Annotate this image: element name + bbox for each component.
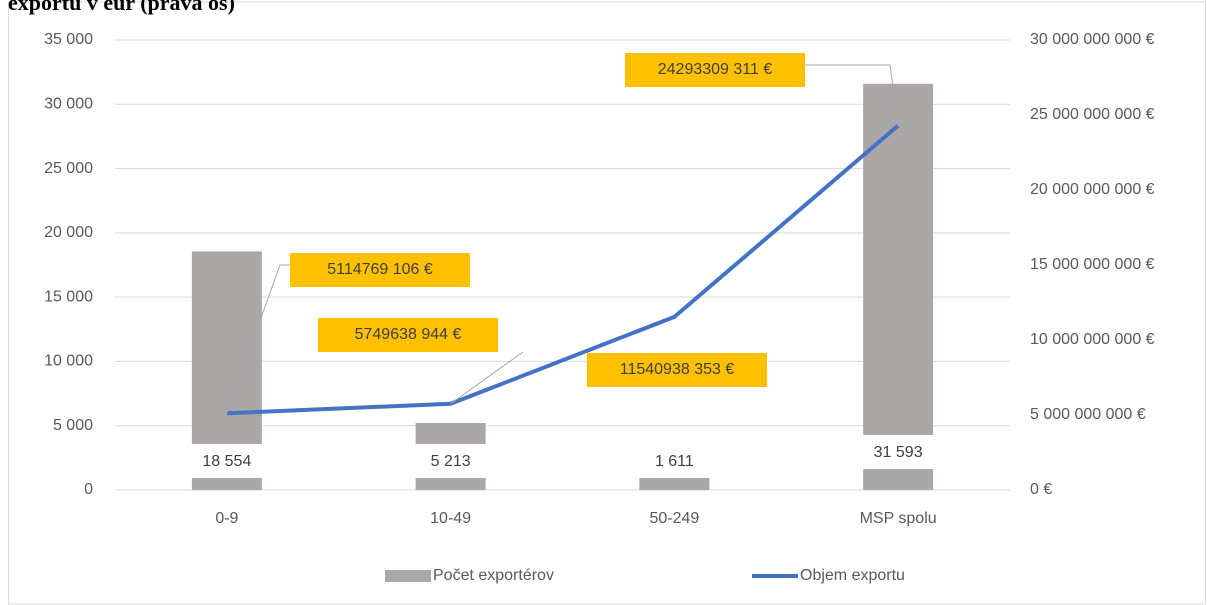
leader-line	[805, 64, 899, 126]
y-tick-label: 15 000	[44, 288, 93, 305]
bar-label-bg	[628, 444, 721, 478]
legend-label: Objem exportu	[800, 567, 905, 584]
value-label-bg	[587, 353, 767, 387]
value-label-bg	[290, 253, 470, 287]
y-tick-label: 0	[84, 481, 93, 498]
y-tick-label: 10 000	[44, 353, 93, 370]
y2-tick-label: 10 000 000 000 €	[1030, 331, 1155, 348]
y2-tick-label: 25 000 000 000 €	[1030, 106, 1155, 123]
bar-label-bg	[852, 435, 945, 469]
chart-title: exportu v eur (pravá os)	[8, 0, 235, 15]
y-tick-label: 35 000	[44, 31, 93, 48]
value-label: 24293309 311 €	[658, 61, 773, 78]
bar-label: 1 611	[655, 453, 694, 470]
y2-tick-label: 30 000 000 000 €	[1030, 31, 1155, 48]
bar-label: 5 213	[431, 453, 471, 470]
bar-label-bg	[180, 444, 273, 478]
legend-label: Počet exportérov	[433, 567, 554, 584]
chart-border	[8, 1, 1206, 605]
y-tick-label: 20 000	[44, 224, 93, 241]
line	[226, 124, 900, 416]
value-label-bg	[318, 318, 498, 352]
value-label: 5749638 944 €	[355, 326, 462, 343]
x-tick-label: 50-249	[649, 510, 699, 527]
y-tick-label: 5 000	[53, 417, 93, 434]
bar-label-bg	[404, 444, 497, 478]
value-label-bg	[625, 53, 805, 87]
value-label: 5114769 106 €	[327, 261, 433, 278]
y2-tick-label: 20 000 000 000 €	[1030, 181, 1155, 198]
x-tick-label: MSP spolu	[860, 510, 937, 527]
value-label: 11540938 353 €	[620, 361, 735, 378]
x-tick-label: 10-49	[430, 510, 471, 527]
y2-tick-label: 15 000 000 000 €	[1030, 256, 1155, 273]
bar-label: 31 593	[874, 444, 923, 461]
legend-swatch	[385, 570, 431, 582]
leader-line	[450, 351, 524, 405]
y-tick-label: 25 000	[44, 160, 93, 177]
bar	[863, 83, 934, 490]
bar-label: 18 554	[202, 453, 251, 470]
y2-tick-label: 0 €	[1030, 481, 1052, 498]
x-tick-label: 0-9	[215, 510, 238, 527]
y-tick-label: 30 000	[44, 96, 93, 113]
y2-tick-label: 5 000 000 000 €	[1030, 406, 1146, 423]
